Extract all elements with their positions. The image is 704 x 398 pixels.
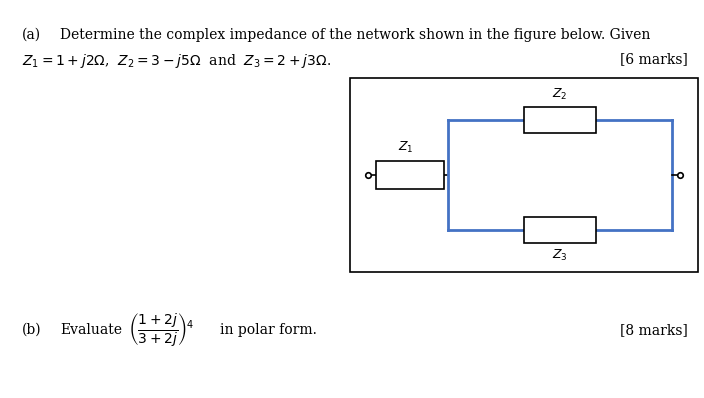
Bar <box>524 107 596 133</box>
Text: $Z_3$: $Z_3$ <box>552 248 568 263</box>
Text: $\left(\dfrac{1+2j}{3+2j}\right)^{\!4}$: $\left(\dfrac{1+2j}{3+2j}\right)^{\!4}$ <box>128 312 194 349</box>
Text: (a): (a) <box>22 28 41 42</box>
Bar <box>350 78 698 272</box>
Text: Evaluate: Evaluate <box>60 323 122 337</box>
Text: $Z_1$: $Z_1$ <box>398 140 414 155</box>
Text: in polar form.: in polar form. <box>220 323 317 337</box>
Text: $Z_2$: $Z_2$ <box>552 87 567 102</box>
Text: [6 marks]: [6 marks] <box>620 52 688 66</box>
Bar <box>524 217 596 243</box>
Text: $Z_1 =1+ j2\Omega$,  $Z_2 = 3-j5\Omega$  and  $Z_3 = 2+ j3\Omega$.: $Z_1 =1+ j2\Omega$, $Z_2 = 3-j5\Omega$ a… <box>22 52 331 70</box>
Text: [8 marks]: [8 marks] <box>620 323 688 337</box>
Bar <box>376 161 444 189</box>
Text: (b): (b) <box>22 323 42 337</box>
Text: Determine the complex impedance of the network shown in the figure below. Given: Determine the complex impedance of the n… <box>60 28 650 42</box>
